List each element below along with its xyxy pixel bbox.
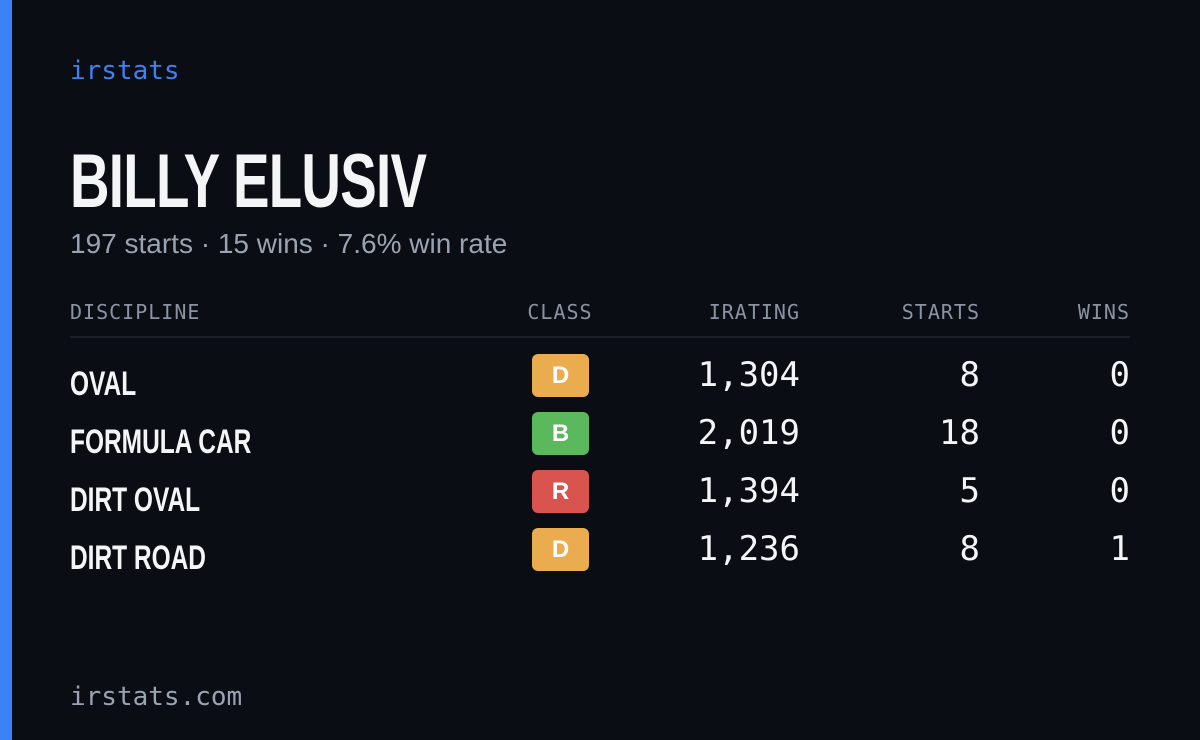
stat-value: 5: [959, 471, 980, 511]
column-header: CLASS: [527, 300, 593, 324]
column-header: IRATING: [708, 300, 800, 324]
class-badge: D: [532, 354, 589, 397]
column-header: STARTS: [901, 300, 980, 324]
class-badge: B: [532, 412, 589, 455]
stat-value: 0: [1109, 413, 1130, 453]
stat-value: 1,236: [697, 529, 800, 569]
stat-value: 1,304: [697, 355, 800, 395]
column-header: WINS: [1077, 300, 1130, 324]
summary: 197 starts · 15 wins · 7.6% win rate: [70, 228, 508, 259]
column-header: DISCIPLINE: [70, 300, 201, 324]
class-badge: R: [532, 470, 589, 513]
brand: irstats: [70, 56, 180, 86]
discipline: DIRT ROAD: [70, 539, 207, 577]
stat-value: 2,019: [697, 413, 800, 453]
discipline: FORMULA CAR: [70, 423, 252, 461]
stat-value: 18: [939, 413, 980, 453]
stat-value: 1,394: [697, 471, 800, 511]
discipline: OVAL: [70, 365, 137, 403]
header-rule: [70, 336, 1130, 338]
stat-value: 1: [1109, 529, 1130, 569]
stat-value: 0: [1109, 471, 1130, 511]
stat-value: 0: [1109, 355, 1130, 395]
class-badge: D: [532, 528, 589, 571]
footer-url: irstats.com: [70, 682, 243, 712]
driver-name: BILLY ELUSIV: [70, 139, 427, 224]
stat-value: 8: [959, 355, 980, 395]
discipline: DIRT OVAL: [70, 481, 201, 519]
accent-bar: [0, 0, 12, 740]
stat-value: 8: [959, 529, 980, 569]
